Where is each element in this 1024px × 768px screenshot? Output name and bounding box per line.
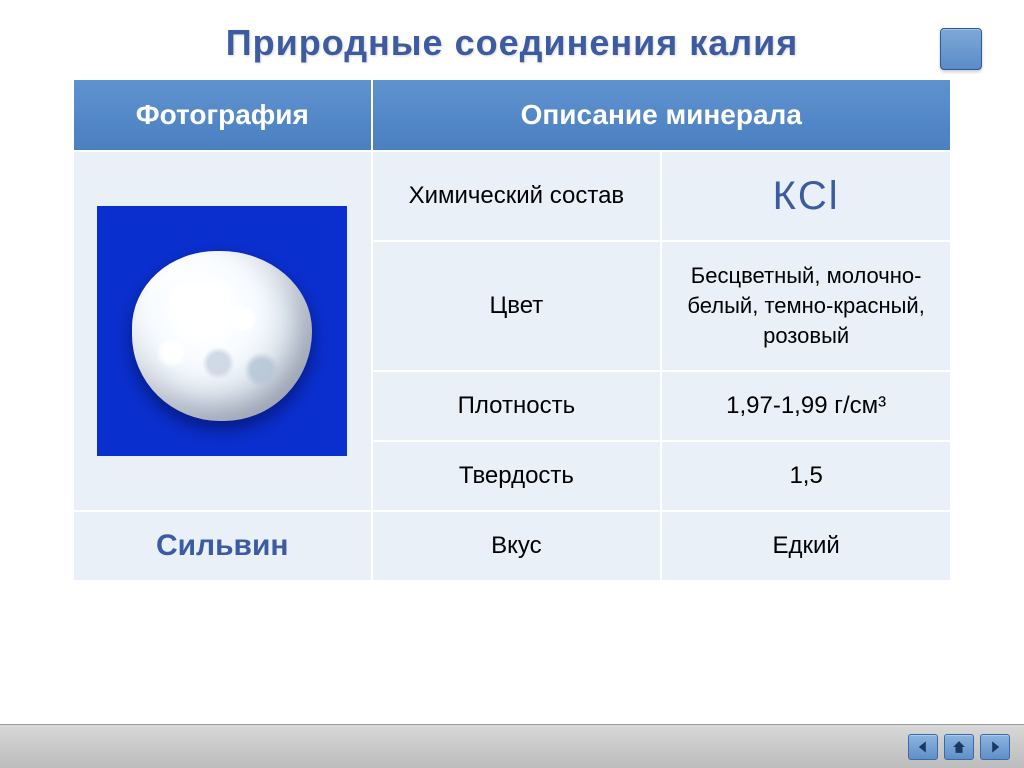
property-value: Едкий [661,511,951,581]
nav-prev-button[interactable] [908,734,938,760]
header-photo: Фотография [73,79,372,151]
header-description: Описание минерала [372,79,951,151]
arrow-right-icon [988,740,1002,754]
footer-bar [0,724,1024,768]
property-value: Бесцветный, молочно-белый, темно-красный… [661,241,951,371]
corner-button[interactable] [940,28,982,70]
table-row: Химический состав КCl [73,151,951,241]
property-label: Твердость [372,441,662,511]
property-label: Цвет [372,241,662,371]
mineral-table: Фотография Описание минерала Химический … [72,78,952,582]
table-header-row: Фотография Описание минерала [73,79,951,151]
property-value: 1,97-1,99 г/см³ [661,371,951,441]
table-row: Сильвин Вкус Едкий [73,511,951,581]
mineral-name: Сильвин [73,511,372,581]
page-title: Природные соединения калия [0,0,1024,78]
property-label: Вкус [372,511,662,581]
home-icon [952,740,966,754]
property-label: Химический состав [372,151,662,241]
photo-cell [73,151,372,511]
chemical-formula: КCl [773,174,840,218]
mineral-photo [97,206,347,456]
nav-home-button[interactable] [944,734,974,760]
content-area: Фотография Описание минерала Химический … [72,78,952,582]
property-value: 1,5 [661,441,951,511]
color-description: Бесцветный, молочно-белый, темно-красный… [662,253,950,358]
property-label: Плотность [372,371,662,441]
property-value: КCl [661,151,951,241]
arrow-left-icon [916,740,930,754]
mineral-shape [132,251,312,421]
nav-next-button[interactable] [980,734,1010,760]
